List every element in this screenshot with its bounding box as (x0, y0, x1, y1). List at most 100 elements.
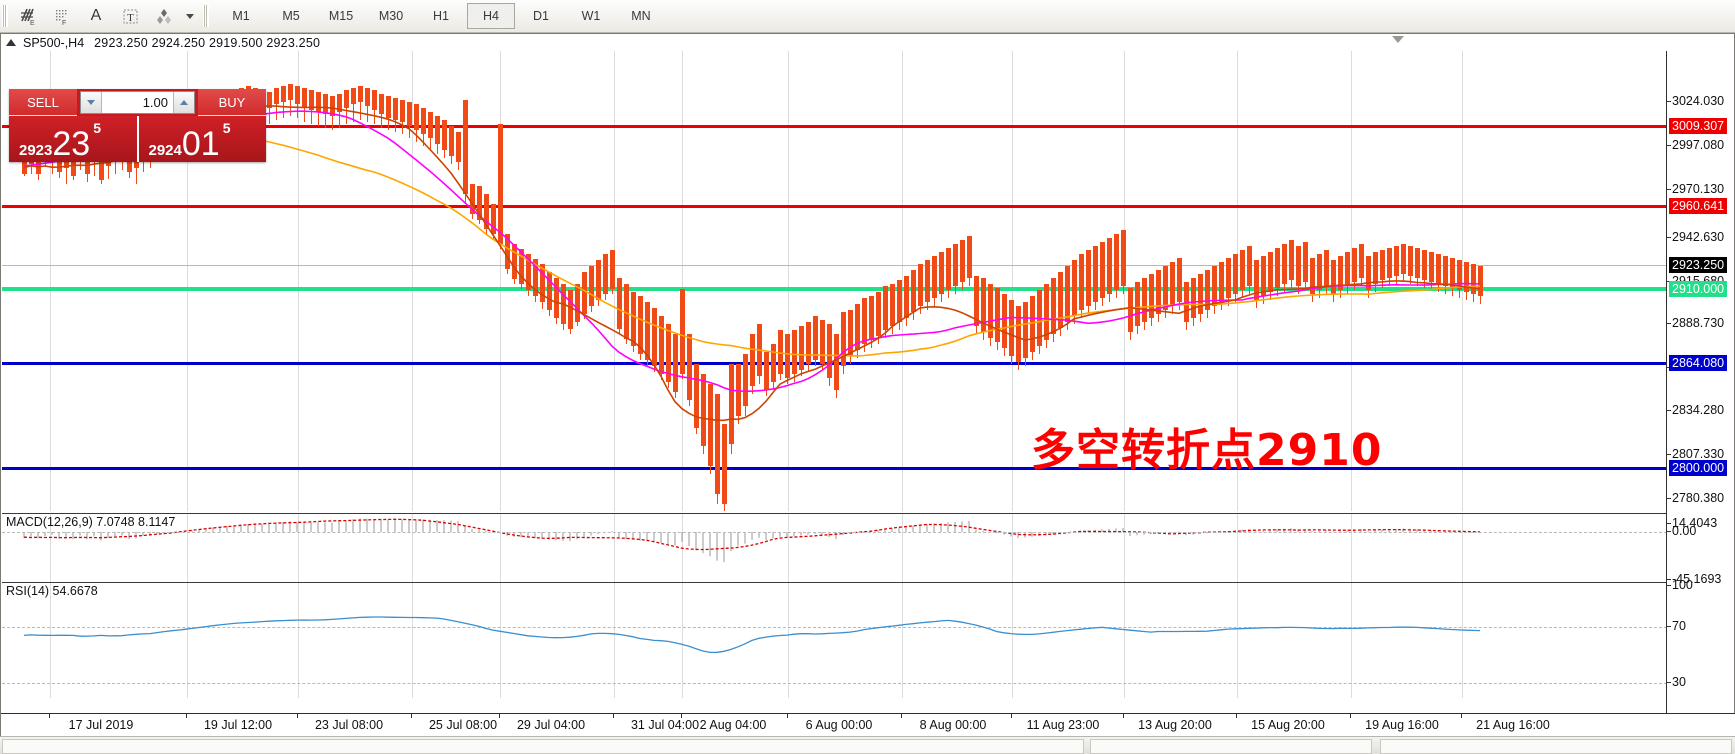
price-level-line[interactable] (2, 287, 1667, 291)
candle-body (1450, 258, 1455, 288)
candle-body (449, 126, 454, 156)
ma-magenta (23, 110, 1481, 392)
buy-price-block[interactable]: 2924 01 5 (136, 116, 266, 162)
timeframe-h1[interactable]: H1 (433, 9, 449, 23)
timeframe-m15[interactable]: M15 (328, 9, 354, 23)
candle-body (1051, 278, 1056, 334)
taskbar-slot-2[interactable] (1090, 739, 1372, 754)
macd-signal-line (23, 518, 1481, 551)
candle-body (1429, 252, 1434, 282)
chart-toolbar: E F A T (0, 0, 1735, 33)
text-label-icon[interactable]: A (90, 7, 102, 24)
grid-line-vertical (788, 51, 789, 511)
buy-button[interactable]: BUY (198, 89, 266, 116)
taskbar-slot-3[interactable] (1380, 739, 1732, 754)
price-tick (1667, 101, 1671, 102)
indicators-list-icon[interactable]: F (45, 2, 79, 30)
toolbar-grip-1[interactable] (2, 5, 8, 27)
timeframe-m1[interactable]: M1 (232, 9, 250, 23)
candle-body (1394, 246, 1399, 276)
macd-histogram-bar (380, 519, 382, 532)
timeframe-m5[interactable]: M5 (282, 9, 300, 23)
time-tick (613, 714, 614, 718)
chart-annotation-text[interactable]: 多空转折点2910 (1031, 425, 1383, 476)
price-pane[interactable] (2, 51, 1667, 511)
volume-decrease-button[interactable] (81, 92, 102, 113)
candle-wick (353, 88, 354, 122)
price-level-line[interactable] (2, 125, 1667, 128)
objects-icon[interactable] (147, 2, 181, 30)
candle-body (988, 284, 993, 338)
macd-histogram-bar (422, 519, 424, 532)
time-tick (681, 714, 682, 718)
price-scale[interactable]: 3024.0302997.0802970.1302942.6302915.680… (1666, 51, 1734, 738)
rsi-pane[interactable]: RSI(14) 54.6678 (2, 582, 1667, 698)
time-tick-label: 11 Aug 23:00 (1026, 718, 1100, 732)
toolbar-grip-2[interactable] (203, 5, 209, 27)
macd-histogram-bar (471, 529, 473, 532)
one-click-trading-panel[interactable]: SELL 1.00 BUY 2923 23 5 (9, 89, 266, 162)
taskbar-slot-1[interactable] (2, 739, 1084, 754)
price-tag-last-price[interactable]: 2923.250 (1669, 257, 1728, 273)
volume-increase-button[interactable] (173, 92, 194, 113)
candle-body (932, 256, 937, 298)
price-tag-resistance[interactable]: 3009.307 (1669, 118, 1728, 134)
svg-text:T: T (127, 12, 134, 24)
price-tag-pivot[interactable]: 2910.000 (1669, 281, 1728, 297)
macd-scale-label: 0.00 (1672, 524, 1697, 538)
macd-histogram-bar (1038, 532, 1040, 536)
candle-body (1226, 258, 1231, 298)
candle-body (491, 204, 496, 234)
sell-button[interactable]: SELL (9, 89, 77, 116)
objects-dropdown-arrow[interactable] (181, 2, 197, 30)
candle-body (904, 276, 909, 318)
timeframe-w1[interactable]: W1 (581, 9, 601, 23)
time-axis[interactable]: 17 Jul 2019 19 Jul 12:00 23 Jul 08:00 25 Ju… (1, 713, 1735, 736)
grid-line-vertical (1462, 51, 1463, 511)
price-level-line[interactable] (2, 265, 1667, 266)
price-tag-support[interactable]: 2800.000 (1669, 460, 1728, 476)
sell-price-block[interactable]: 2923 23 5 (9, 116, 137, 162)
expert-advisor-icon[interactable]: E (11, 2, 45, 30)
candle-body (99, 152, 104, 180)
macd-histogram-bar (1101, 529, 1103, 532)
macd-histogram-bar (877, 529, 879, 532)
macd-histogram-bar (142, 532, 144, 536)
price-tag-support[interactable]: 2864.080 (1669, 355, 1728, 371)
candle-body (505, 234, 510, 269)
macd-histogram-bar (1276, 529, 1278, 532)
macd-pane[interactable]: MACD(12,26,9) 7.0748 8.1147 (2, 513, 1667, 582)
text-object-icon[interactable]: T (113, 2, 147, 30)
macd-histogram-bar (156, 532, 158, 535)
macd-histogram-bar (716, 532, 718, 561)
timeframe-h4[interactable]: H4 (467, 3, 515, 29)
rsi-scale-label: 70 (1672, 619, 1686, 633)
chart-collapse-icon[interactable] (1392, 36, 1404, 43)
scale-tick (1667, 682, 1671, 683)
candle-body (582, 272, 587, 314)
scale-tick (1667, 579, 1671, 580)
macd-histogram-bar (226, 526, 228, 532)
price-tag-resistance[interactable]: 2960.641 (1669, 198, 1728, 214)
timeframe-mn[interactable]: MN (631, 9, 651, 23)
macd-histogram-bar (450, 520, 452, 532)
chart-window[interactable]: SP500-,H4 2923.250 2924.250 2919.500 292… (0, 33, 1735, 738)
volume-input[interactable]: 1.00 (142, 95, 168, 110)
volume-stepper[interactable]: 1.00 (80, 91, 195, 114)
candle-body (1478, 266, 1483, 296)
candle-body (834, 334, 839, 390)
triangle-up-icon (6, 39, 16, 46)
candle-body (785, 334, 790, 378)
macd-histogram-bar (968, 520, 970, 532)
time-tick-label: 2 Aug 04:00 (699, 718, 767, 732)
svg-text:E: E (30, 20, 35, 26)
timeframe-m30[interactable]: M30 (378, 9, 404, 23)
macd-histogram-bar (408, 519, 410, 532)
price-level-line[interactable] (2, 205, 1667, 208)
timeframe-d1[interactable]: D1 (533, 9, 549, 23)
candle-body (365, 88, 370, 106)
candle-body (694, 364, 699, 428)
price-level-line[interactable] (2, 467, 1667, 470)
price-tick (1667, 145, 1671, 146)
macd-histogram-bar (555, 532, 557, 541)
